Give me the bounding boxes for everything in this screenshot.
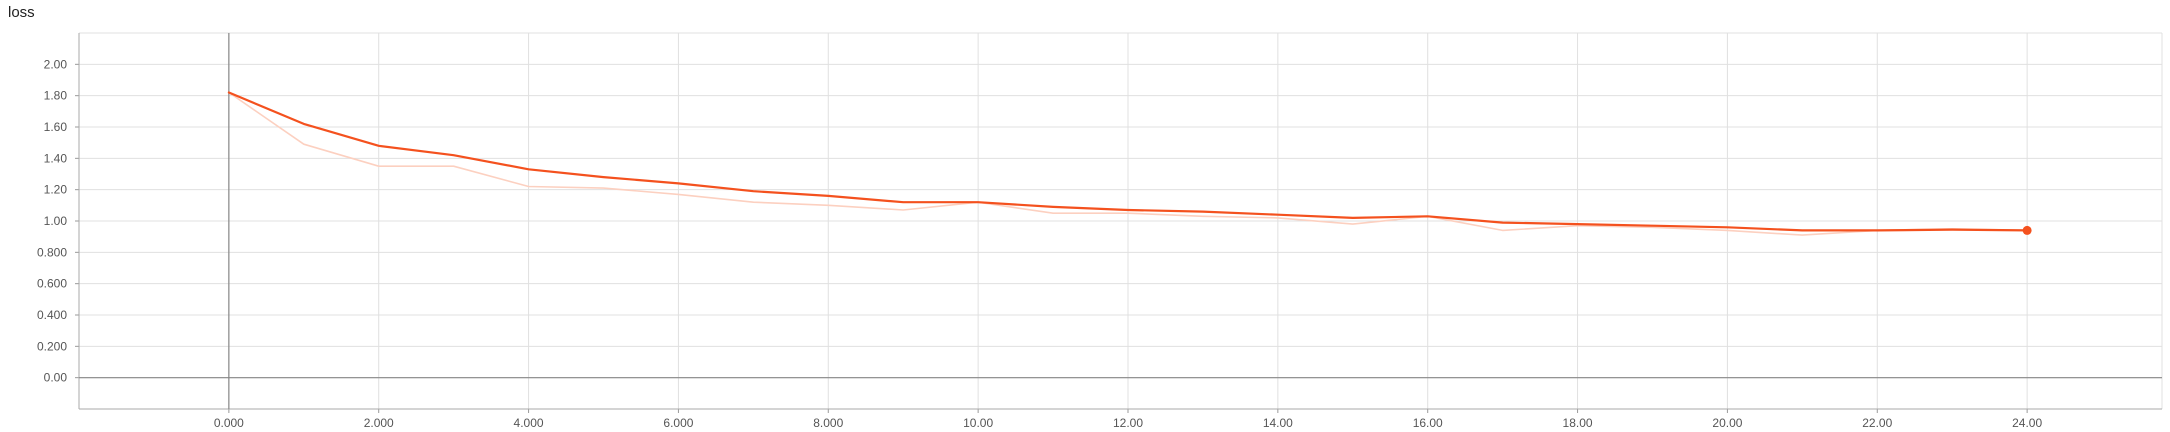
x-tick-label: 14.00 (1263, 416, 1293, 430)
raw-series-line (228, 91, 2028, 236)
x-tick-labels: 0.000 2.000 4.000 6.000 8.000 10.00 12.00 14.00… (214, 416, 2043, 430)
y-tick-label: 0.600 (37, 277, 67, 291)
x-tick-label: 10.00 (963, 416, 993, 430)
y-tick-label: 1.60 (44, 120, 68, 134)
y-tick-label: 0.800 (37, 245, 67, 259)
series (227, 91, 2032, 236)
x-tick-label: 6.000 (663, 416, 693, 430)
y-tick-label: 0.200 (37, 339, 67, 353)
y-tick-label: 0.00 (44, 371, 68, 385)
y-tick-labels: 0.00 0.200 0.400 0.600 0.800 1.00 1.20 1.40 1.60… (37, 57, 67, 384)
axes (75, 33, 2162, 413)
x-tick-label: 20.00 (1712, 416, 1742, 430)
x-tick-label: 24.00 (2012, 416, 2042, 430)
y-tick-label: 1.80 (44, 89, 68, 103)
x-tick-label: 8.000 (813, 416, 843, 430)
y-tick-label: 0.400 (37, 308, 67, 322)
smoothed-series-line (227, 91, 2029, 232)
x-tick-label: 18.00 (1563, 416, 1593, 430)
grid (79, 32, 2163, 409)
x-tick-label: 12.00 (1113, 416, 1143, 430)
last-point-marker (2022, 225, 2032, 235)
x-tick-label: 22.00 (1862, 416, 1892, 430)
y-tick-label: 2.00 (44, 57, 68, 71)
y-tick-label: 1.40 (44, 151, 68, 165)
x-tick-label: 16.00 (1413, 416, 1443, 430)
x-tick-label: 0.000 (214, 416, 244, 430)
y-tick-label: 1.20 (44, 183, 68, 197)
chart-title: loss (8, 4, 35, 21)
x-tick-label: 2.000 (364, 416, 394, 430)
y-tick-label: 1.00 (44, 214, 68, 228)
x-tick-label: 4.000 (514, 416, 544, 430)
